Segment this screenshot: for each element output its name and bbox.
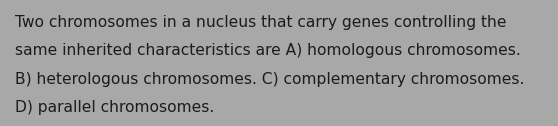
Text: B) heterologous chromosomes. C) complementary chromosomes.: B) heterologous chromosomes. C) compleme… — [15, 72, 525, 87]
Text: same inherited characteristics are A) homologous chromosomes.: same inherited characteristics are A) ho… — [15, 43, 521, 58]
Text: Two chromosomes in a nucleus that carry genes controlling the: Two chromosomes in a nucleus that carry … — [15, 15, 507, 30]
Text: D) parallel chromosomes.: D) parallel chromosomes. — [15, 100, 214, 115]
